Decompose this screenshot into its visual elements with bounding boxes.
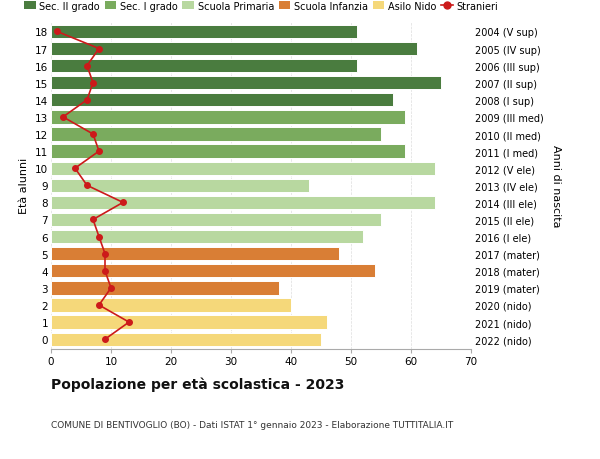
Bar xyxy=(51,43,417,56)
Bar xyxy=(51,60,357,73)
Bar xyxy=(51,111,405,124)
Bar xyxy=(51,282,279,295)
Bar xyxy=(51,333,321,346)
Bar xyxy=(51,213,381,227)
Bar xyxy=(51,196,435,210)
Bar xyxy=(51,299,291,312)
Text: Popolazione per età scolastica - 2023: Popolazione per età scolastica - 2023 xyxy=(51,376,344,391)
Bar xyxy=(51,179,309,192)
Bar xyxy=(51,94,393,107)
Bar xyxy=(51,145,405,158)
Bar xyxy=(51,162,435,175)
Y-axis label: Età alunni: Età alunni xyxy=(19,158,29,214)
Bar xyxy=(51,230,363,244)
Text: COMUNE DI BENTIVOGLIO (BO) - Dati ISTAT 1° gennaio 2023 - Elaborazione TUTTITALI: COMUNE DI BENTIVOGLIO (BO) - Dati ISTAT … xyxy=(51,420,453,429)
Bar xyxy=(51,316,327,329)
Bar xyxy=(51,26,357,39)
Bar xyxy=(51,77,441,90)
Bar xyxy=(51,128,381,141)
Y-axis label: Anni di nascita: Anni di nascita xyxy=(551,145,560,227)
Legend: Sec. II grado, Sec. I grado, Scuola Primaria, Scuola Infanzia, Asilo Nido, Stran: Sec. II grado, Sec. I grado, Scuola Prim… xyxy=(24,1,498,11)
Bar xyxy=(51,264,375,278)
Bar xyxy=(51,247,339,261)
